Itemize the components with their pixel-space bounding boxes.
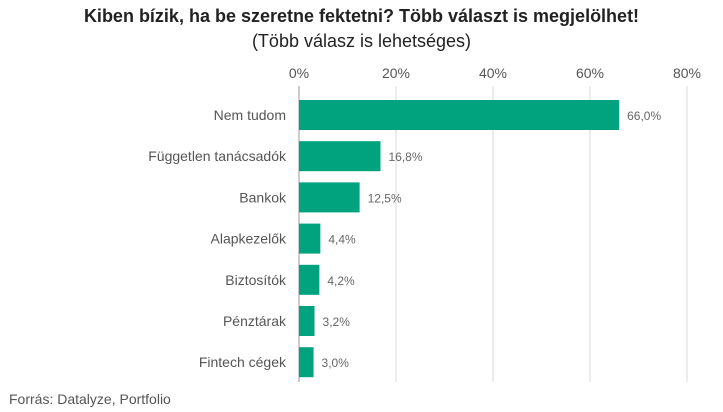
bar bbox=[299, 100, 620, 130]
source-note: Forrás: Datalyze, Portfolio bbox=[9, 391, 171, 407]
x-tick-label: 40% bbox=[479, 65, 507, 81]
x-tick-label: 0% bbox=[289, 65, 309, 81]
bar bbox=[299, 182, 360, 213]
chart-title: Kiben bízik, ha be szeretne fektetni? Tö… bbox=[83, 6, 640, 26]
data-label: 16,8% bbox=[388, 150, 422, 164]
category-label: Biztosítók bbox=[225, 272, 287, 288]
category-label: Pénztárak bbox=[223, 313, 287, 329]
bar bbox=[299, 141, 381, 172]
category-label: Bankok bbox=[239, 189, 287, 205]
data-label: 4,4% bbox=[328, 233, 356, 247]
category-label: Nem tudom bbox=[214, 107, 286, 123]
data-label: 3,0% bbox=[322, 356, 350, 370]
category-label: Fintech cégek bbox=[199, 354, 287, 370]
chart-subtitle: (Több válasz is lehetséges) bbox=[251, 31, 472, 51]
category-label: Alapkezelők bbox=[211, 231, 287, 247]
bar bbox=[299, 264, 320, 295]
x-tick-label: 20% bbox=[382, 65, 410, 81]
data-label: 4,2% bbox=[327, 274, 355, 288]
bar bbox=[299, 223, 321, 254]
data-label: 12,5% bbox=[368, 191, 402, 205]
bar bbox=[299, 306, 315, 336]
data-label: 3,2% bbox=[323, 315, 351, 329]
data-label: 66,0% bbox=[627, 109, 661, 123]
x-tick-label: 80% bbox=[673, 65, 701, 81]
category-label: Független tanácsadók bbox=[148, 148, 287, 164]
bar bbox=[299, 347, 314, 378]
x-tick-label: 60% bbox=[576, 65, 604, 81]
